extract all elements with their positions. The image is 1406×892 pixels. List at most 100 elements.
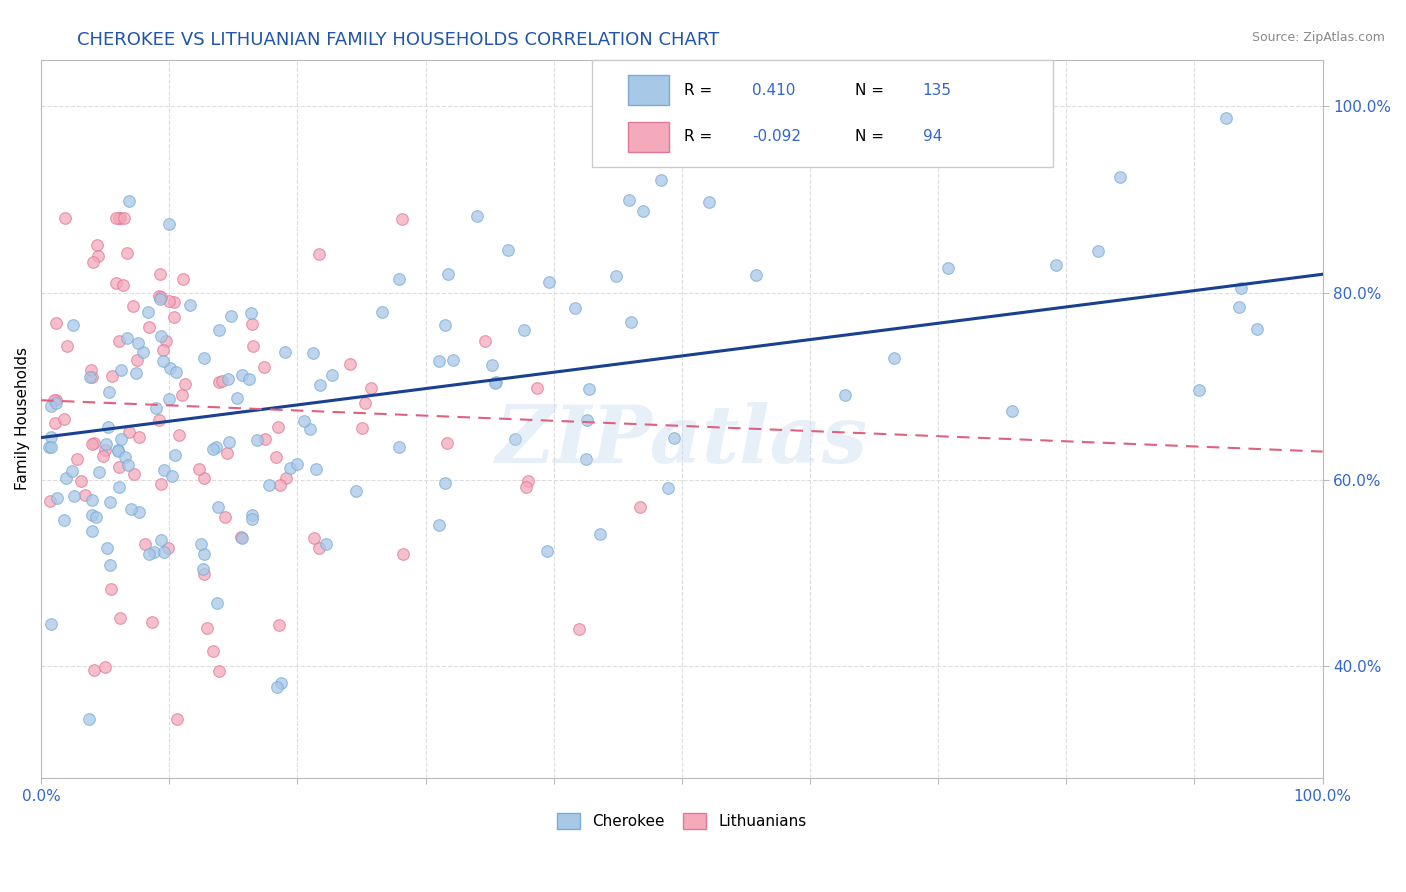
Point — [62, 318, 84, 332]
Point — [150, 533, 173, 547]
Point — [218, 435, 240, 450]
Text: 94: 94 — [922, 129, 942, 145]
Point — [166, 712, 188, 726]
Point — [883, 351, 905, 365]
Point — [834, 388, 856, 402]
Point — [254, 432, 277, 446]
Point — [287, 457, 309, 471]
Point — [207, 500, 229, 514]
Text: Source: ZipAtlas.com: Source: ZipAtlas.com — [1251, 31, 1385, 45]
Point — [205, 595, 228, 609]
Point — [157, 293, 180, 308]
Point — [179, 298, 201, 312]
Point — [138, 320, 160, 334]
Point — [115, 246, 138, 260]
Point — [238, 372, 260, 386]
Point — [371, 305, 394, 319]
Point — [160, 468, 183, 483]
Point — [392, 547, 415, 561]
Point — [86, 237, 108, 252]
Point — [45, 396, 67, 410]
Point — [98, 558, 121, 573]
Text: 135: 135 — [922, 83, 952, 97]
Point — [108, 460, 131, 475]
Point — [193, 471, 215, 485]
Point — [41, 399, 63, 413]
Point — [114, 450, 136, 464]
Point — [138, 305, 160, 319]
Point — [305, 462, 328, 476]
Point — [84, 509, 107, 524]
Point — [56, 339, 79, 353]
Point — [427, 354, 450, 368]
Point — [62, 489, 84, 503]
Point — [308, 247, 330, 261]
Point — [173, 376, 195, 391]
Point — [145, 401, 167, 415]
Point — [70, 474, 93, 488]
Point — [128, 430, 150, 444]
Point — [605, 268, 627, 283]
Point — [292, 414, 315, 428]
Point — [93, 660, 115, 674]
Point — [82, 255, 104, 269]
Point — [165, 365, 187, 379]
Point — [240, 512, 263, 526]
FancyBboxPatch shape — [592, 60, 1053, 168]
Legend: Cherokee, Lithuanians: Cherokee, Lithuanians — [551, 807, 813, 835]
Point — [96, 437, 118, 451]
Point — [485, 375, 508, 389]
Point — [354, 396, 377, 410]
Point — [208, 323, 231, 337]
Point — [484, 376, 506, 390]
Point — [264, 450, 287, 464]
Point — [83, 663, 105, 677]
Point — [231, 368, 253, 383]
Point — [79, 369, 101, 384]
Point — [97, 384, 120, 399]
Point — [745, 268, 768, 282]
Point — [589, 527, 612, 541]
Point — [339, 357, 361, 371]
Point — [225, 391, 247, 405]
Point — [157, 541, 180, 555]
Point — [299, 422, 322, 436]
Point — [104, 277, 127, 291]
Point — [211, 374, 233, 388]
Point — [620, 315, 643, 329]
Point — [157, 217, 180, 231]
Point — [122, 299, 145, 313]
Text: ZIPatlas: ZIPatlas — [496, 401, 868, 479]
Point — [55, 471, 77, 485]
Point — [149, 292, 172, 306]
Point — [152, 354, 174, 368]
Point — [101, 369, 124, 384]
Point — [117, 458, 139, 473]
Point — [1188, 383, 1211, 397]
Point — [231, 531, 253, 545]
Point — [41, 440, 63, 454]
Point — [77, 712, 100, 726]
Point — [80, 524, 103, 538]
Point — [148, 289, 170, 303]
Point — [441, 352, 464, 367]
Point — [134, 537, 156, 551]
Point — [80, 363, 103, 377]
Point — [163, 448, 186, 462]
Point — [80, 369, 103, 384]
Point — [39, 494, 62, 508]
Point — [80, 508, 103, 522]
Point — [107, 211, 129, 226]
Point — [107, 443, 129, 458]
Point — [207, 665, 229, 679]
Point — [697, 194, 720, 209]
Point — [631, 203, 654, 218]
Point — [513, 322, 536, 336]
Point — [302, 346, 325, 360]
Point — [650, 173, 672, 187]
Text: 0.410: 0.410 — [752, 83, 796, 97]
Point — [1227, 300, 1250, 314]
Point — [515, 479, 537, 493]
Bar — [628, 122, 669, 152]
Point — [44, 392, 66, 407]
